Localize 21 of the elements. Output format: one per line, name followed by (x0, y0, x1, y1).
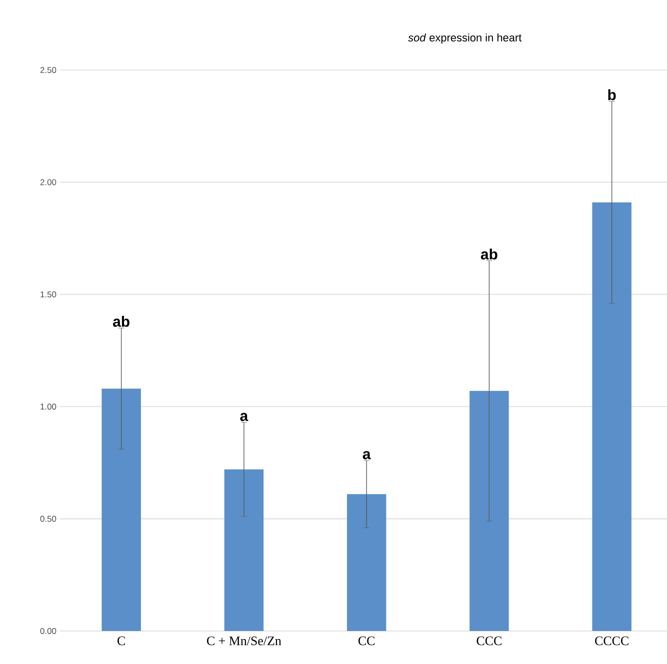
y-tick-label: 0.50 (40, 516, 56, 522)
x-tick-label: CCC (476, 636, 502, 646)
annotation: a (240, 412, 248, 422)
bar (224, 469, 264, 631)
y-tick-label: 0.00 (40, 628, 56, 634)
annotation: ab (113, 316, 130, 327)
annotation: ab (480, 248, 498, 260)
chart-title: sod expression in heart (408, 33, 522, 44)
y-tick-label: 1.00 (40, 404, 56, 410)
y-tick-label: 2.00 (40, 179, 56, 186)
annotation: a (362, 451, 371, 460)
x-tick-label: C (118, 636, 125, 646)
x-tick-label: CCCC (595, 636, 628, 646)
x-tick-label: CC (358, 636, 374, 646)
x-tick-label: C + Mn/Se/Zn (207, 636, 282, 646)
bar (346, 494, 386, 631)
y-tick-label: 2.50 (40, 67, 56, 73)
bar (592, 202, 632, 631)
annotation: b (608, 89, 616, 100)
bar (102, 388, 141, 631)
y-tick-label: 1.50 (40, 291, 56, 298)
